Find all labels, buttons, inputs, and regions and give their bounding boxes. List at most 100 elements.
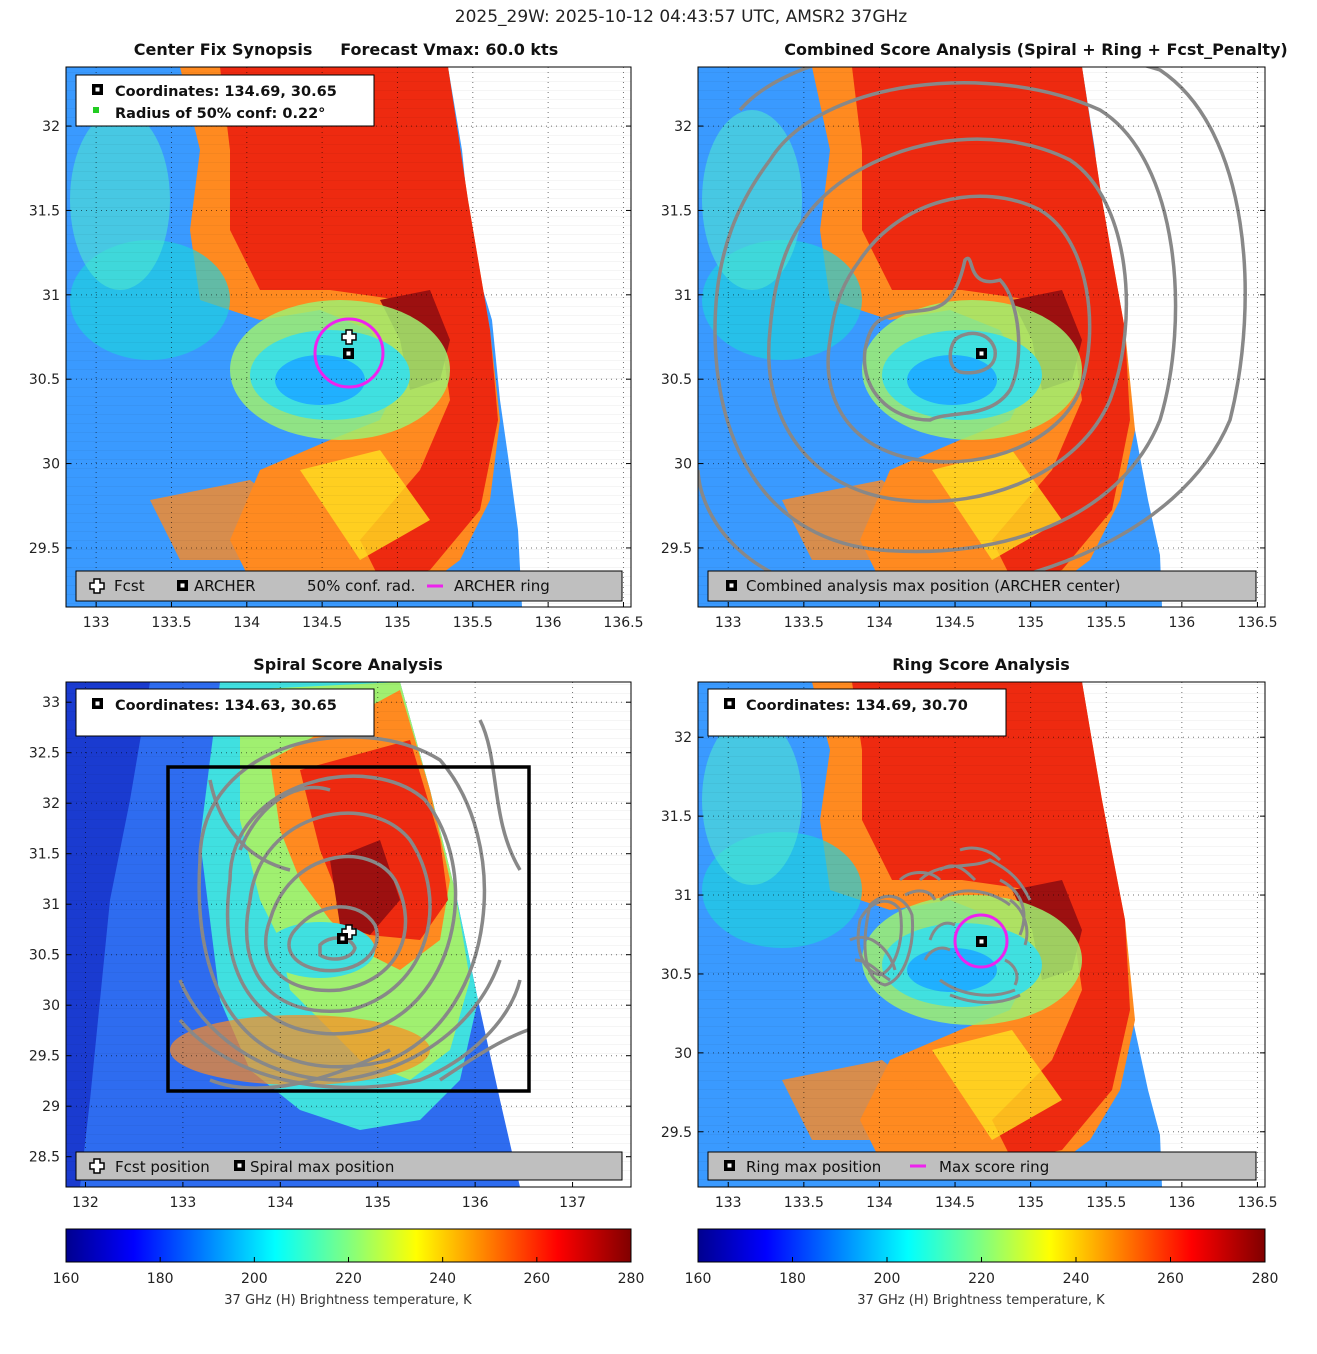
info-coordinates: Coordinates: 134.69, 30.65 [115,84,337,100]
y-tick-label: 30.5 [29,372,60,388]
y-tick-label: 30 [42,998,60,1014]
y-tick-label: 32 [42,119,60,135]
x-tick-label: 134 [233,615,260,631]
colorbar-left: 160 180 200 220 240 260 280 37 GHz (H) Brightn… [53,1228,645,1308]
y-tick-label: 30.5 [661,372,692,388]
x-tick-label: 136 [1168,1195,1195,1211]
x-tick-label: 135 [384,615,411,631]
y-tick-label: 30 [674,1046,692,1062]
y-tick-label: 32.5 [29,746,60,762]
grid-lines [66,67,631,607]
y-tick-label: 29.5 [29,541,60,557]
y-tick-label: 29.5 [29,1049,60,1065]
x-tick-label: 133.5 [784,615,824,631]
colorbar-tick-label: 160 [53,1271,80,1287]
colorbar-tick-label: 220 [335,1271,362,1287]
colorbar-ticks: 160 180 200 220 240 260 280 [53,1257,645,1287]
x-tick-label: 135 [1017,1195,1044,1211]
axis-ticks: 133 133.5 134 134.5 135 135.5 136 136.5 29.5 30 30… [29,119,644,631]
x-tick-label: 134 [267,1195,294,1211]
axis-ticks: 133 133.5 134 134.5 135 135.5 136 136.5 29.5 30 30… [661,730,1278,1211]
y-tick-label: 32 [674,119,692,135]
y-tick-label: 33 [42,695,60,711]
x-tick-label: 135 [364,1195,391,1211]
y-tick-label: 29 [42,1099,60,1115]
plot-frame [697,66,1266,608]
colorbar-tick-label: 260 [1157,1271,1184,1287]
x-tick-label: 136.5 [1237,1195,1277,1211]
y-tick-label: 31 [674,288,692,304]
colorbar-right: 160 180 200 220 240 260 280 37 GHz (H) Brightn… [685,1228,1279,1308]
x-tick-label: 133 [83,615,110,631]
brightness-heatmap [698,682,1265,1187]
x-tick-label: 133 [170,1195,197,1211]
x-tick-label: 136 [1168,615,1195,631]
x-tick-label: 134 [866,615,893,631]
panel-title: Spiral Score Analysis [253,655,443,674]
x-tick-label: 135.5 [1086,615,1126,631]
y-tick-label: 31.5 [661,809,692,825]
legend: Fcst ARCHER 50% conf. rad. ARCHER ring [75,570,623,602]
colorbar-ticks: 160 180 200 220 240 260 280 [685,1257,1279,1287]
colorbar-tick-label: 180 [147,1271,174,1287]
colorbar-label: 37 GHz (H) Brightness temperature, K [224,1293,472,1308]
x-tick-label: 133.5 [784,1195,824,1211]
colorbar-tick-label: 240 [429,1271,456,1287]
x-tick-label: 133.5 [151,615,191,631]
y-tick-label: 31 [42,288,60,304]
legend-spiral-max: Spiral max position [250,1158,394,1176]
x-tick-label: 136 [462,1195,489,1211]
colorbar-label: 37 GHz (H) Brightness temperature, K [857,1293,1105,1308]
plot-frame [65,681,632,1188]
legend: Fcst position Spiral max position [75,1151,623,1181]
legend: Ring max position Max score ring [707,1151,1257,1181]
x-tick-label: 136.5 [603,615,643,631]
legend-fcst: Fcst [114,577,145,595]
x-tick-label: 133 [715,615,742,631]
y-tick-label: 30 [674,457,692,473]
info-box: Coordinates: 134.69, 30.70 [707,688,1007,737]
y-tick-label: 31 [42,897,60,913]
x-tick-label: 134.5 [935,615,975,631]
colorbar-tick-label: 280 [618,1271,645,1287]
legend-combined-max: Combined analysis max position (ARCHER c… [746,577,1120,595]
panel-combined: Combined Score Analysis (Spiral + Ring +… [661,40,1288,631]
forecast-marker [341,329,357,345]
forecast-marker [341,924,357,940]
colorbar-tick-label: 180 [779,1271,806,1287]
y-tick-label: 30.5 [29,948,60,964]
y-tick-label: 31.5 [29,203,60,219]
x-tick-label: 135.5 [1086,1195,1126,1211]
x-tick-label: 134 [866,1195,893,1211]
search-box [166,765,531,1093]
colorbar-tick-label: 280 [1252,1271,1279,1287]
max-score-ring [953,913,1009,969]
panel-spiral: Spiral Score Analysis [29,655,632,1211]
info-box: Coordinates: 134.63, 30.65 [75,688,375,737]
colorbar-gradient [65,1228,632,1263]
panel-title: Ring Score Analysis [892,655,1070,674]
x-tick-label: 137 [559,1195,586,1211]
legend-ring-max: Ring max position [746,1158,881,1176]
plot-frame [697,681,1266,1188]
panel-title: Combined Score Analysis (Spiral + Ring +… [784,40,1287,59]
colorbar-gradient [697,1228,1266,1263]
legend-max-score-ring: Max score ring [939,1158,1049,1176]
spiral-contours [178,719,529,1090]
y-tick-label: 32 [42,796,60,812]
panel-ring: Ring Score Analysis [661,655,1278,1211]
panel-center-fix: Center Fix Synopsis Forecast Vmax: 60.0 … [29,40,644,631]
colorbar-tick-label: 220 [968,1271,995,1287]
colorbar-tick-label: 160 [685,1271,712,1287]
y-tick-label: 32 [674,730,692,746]
x-tick-label: 133 [715,1195,742,1211]
brightness-heatmap [66,67,631,607]
x-tick-label: 134.5 [935,1195,975,1211]
legend-archer-ring: ARCHER ring [454,577,550,595]
y-tick-label: 31.5 [29,847,60,863]
axis-ticks: 133 133.5 134 134.5 135 135.5 136 136.5 29.5 30 30… [661,119,1278,631]
info-radius: Radius of 50% conf: 0.22° [115,106,325,122]
x-tick-label: 134.5 [302,615,342,631]
grid-lines [698,682,1265,1187]
